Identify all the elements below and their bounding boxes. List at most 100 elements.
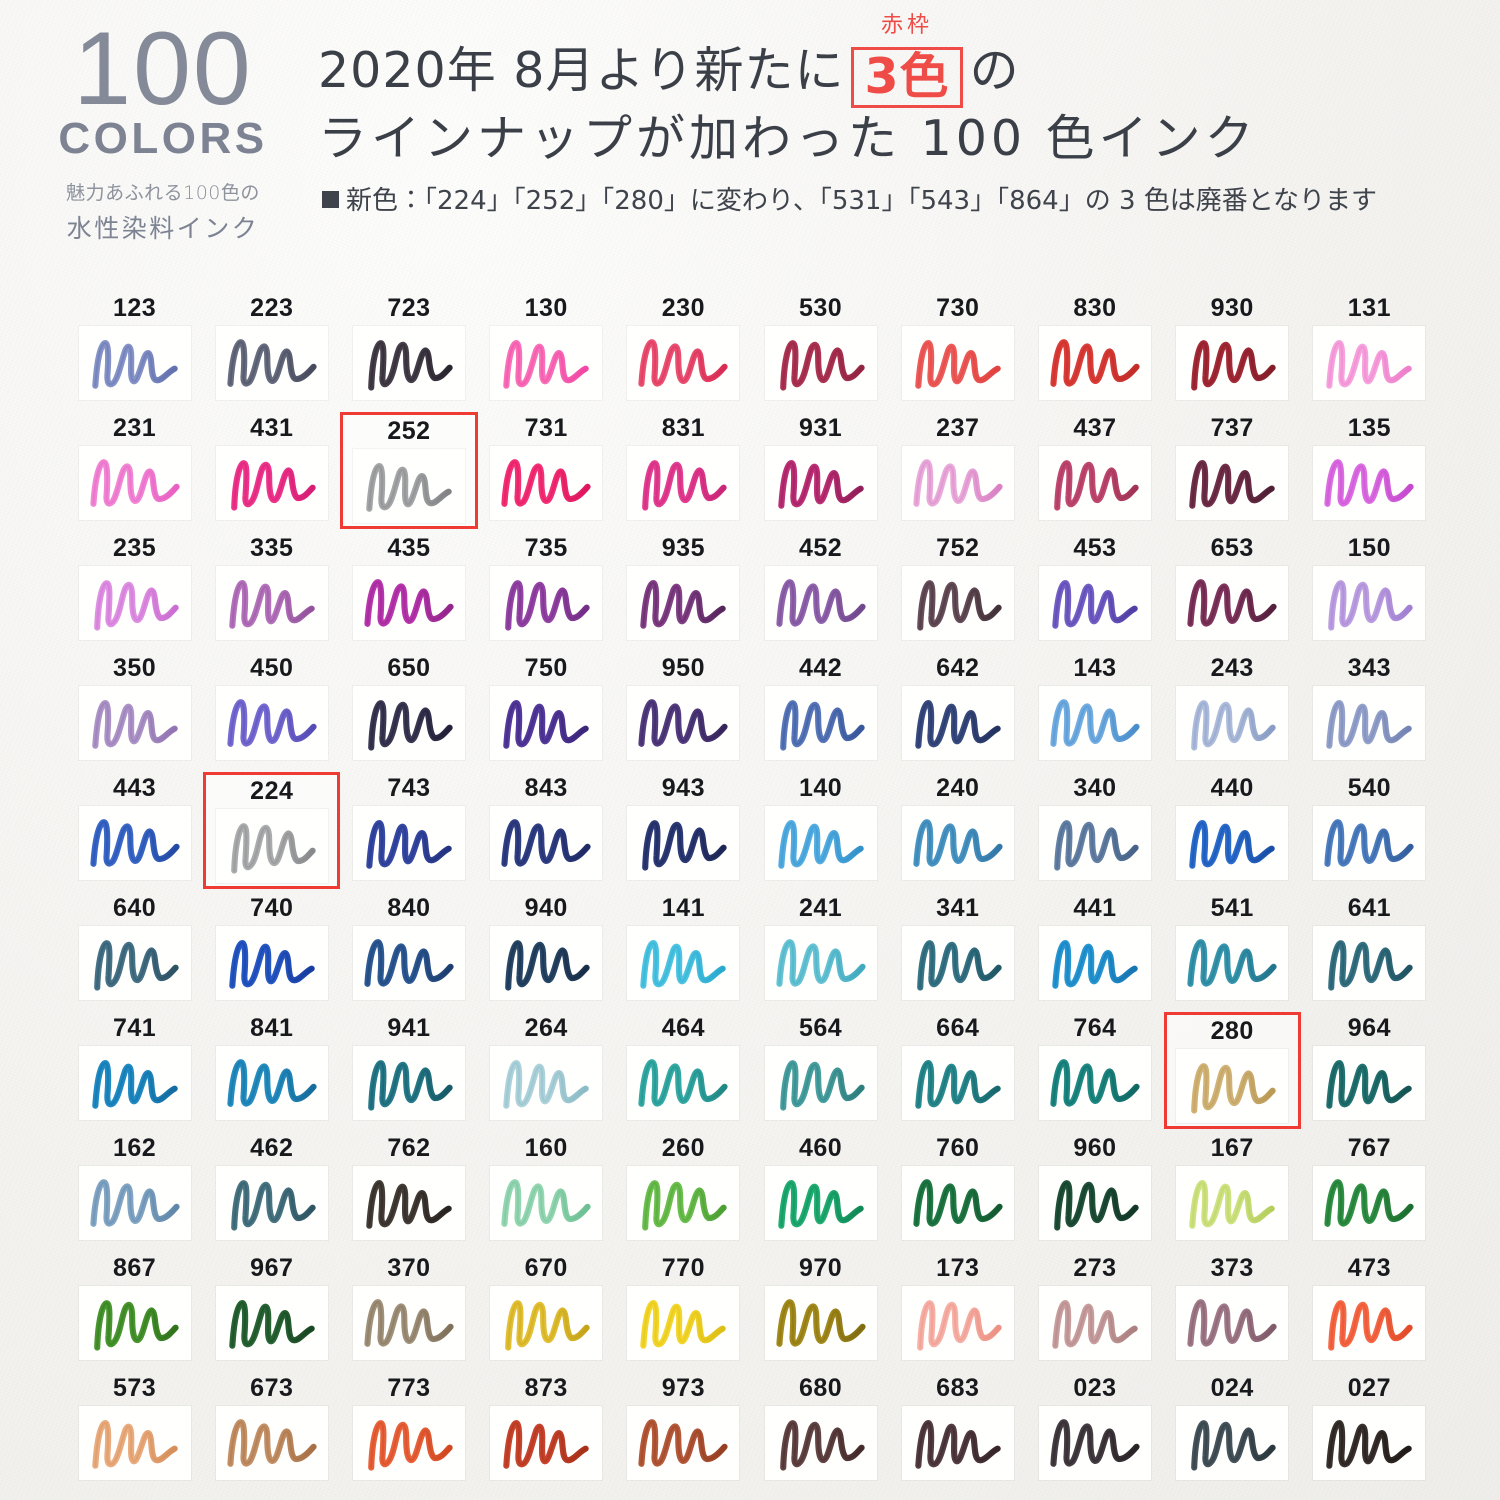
swatch-ink-sample bbox=[627, 446, 740, 520]
swatch-cell: 273 bbox=[1026, 1252, 1163, 1369]
swatch-cell: 940 bbox=[478, 892, 615, 1009]
brand-tagline-1: 魅力あふれる100色の bbox=[66, 181, 260, 204]
swatch-ink-sample bbox=[764, 566, 877, 640]
swatch-ink-sample bbox=[1038, 926, 1151, 1000]
swatch-cell: 743 bbox=[340, 772, 477, 889]
swatch-code-label: 970 bbox=[798, 1254, 843, 1282]
swatch-ink-sample bbox=[1176, 806, 1289, 880]
swatch-cell: 843 bbox=[478, 772, 615, 889]
swatch-code-label: 443 bbox=[112, 774, 157, 802]
swatch-ink-sample bbox=[901, 1166, 1014, 1240]
swatch-ink-sample bbox=[1038, 1286, 1151, 1360]
swatch-ink-sample bbox=[627, 326, 740, 400]
swatch-code-label: 931 bbox=[798, 414, 843, 442]
swatch-code-label: 241 bbox=[798, 894, 843, 922]
swatch-cell: 237 bbox=[889, 412, 1026, 529]
swatch-cell: 473 bbox=[1301, 1252, 1438, 1369]
swatch-code-label: 235 bbox=[112, 534, 157, 562]
swatch-cell: 841 bbox=[203, 1012, 340, 1129]
swatch-cell: 452 bbox=[752, 532, 889, 649]
swatch-code-label: 224 bbox=[250, 777, 294, 805]
swatch-cell: 770 bbox=[615, 1252, 752, 1369]
swatch-ink-sample bbox=[1313, 566, 1426, 640]
swatch-code-label: 935 bbox=[661, 534, 705, 562]
swatch-cell: 541 bbox=[1164, 892, 1301, 1009]
swatch-code-label: 664 bbox=[936, 1014, 980, 1042]
swatch-code-label: 680 bbox=[798, 1374, 843, 1402]
headline-text-after: の bbox=[969, 42, 1020, 99]
swatch-ink-sample bbox=[901, 1046, 1014, 1120]
swatch-cell: 341 bbox=[889, 892, 1026, 1009]
swatch-ink-sample bbox=[1313, 806, 1426, 880]
swatch-cell: 970 bbox=[752, 1252, 889, 1369]
swatch-ink-sample bbox=[78, 806, 191, 880]
swatch-cell: 653 bbox=[1164, 532, 1301, 649]
swatch-ink-sample bbox=[1038, 686, 1151, 760]
swatch-cell: 373 bbox=[1164, 1252, 1301, 1369]
swatch-code-label: 343 bbox=[1347, 654, 1391, 682]
swatch-code-label: 350 bbox=[112, 654, 157, 682]
swatch-code-label: 723 bbox=[387, 294, 431, 322]
swatch-code-label: 464 bbox=[661, 1014, 705, 1042]
swatch-code-label: 135 bbox=[1347, 414, 1391, 442]
swatch-ink-sample bbox=[78, 1406, 191, 1480]
swatch-ink-sample bbox=[215, 1046, 328, 1120]
swatch-code-label: 840 bbox=[387, 894, 431, 922]
swatch-ink-sample bbox=[1038, 1046, 1151, 1120]
swatch-ink-sample bbox=[1176, 1286, 1289, 1360]
swatch-cell: 564 bbox=[752, 1012, 889, 1129]
swatch-cell: 370 bbox=[340, 1252, 477, 1369]
swatch-code-label: 370 bbox=[387, 1254, 431, 1282]
swatch-ink-sample bbox=[352, 566, 465, 640]
swatch-cell: 673 bbox=[203, 1372, 340, 1489]
swatch-ink-sample bbox=[627, 686, 740, 760]
swatch-ink-sample bbox=[1176, 686, 1289, 760]
swatch-cell: 930 bbox=[1164, 292, 1301, 409]
swatch-code-label: 573 bbox=[112, 1374, 157, 1402]
swatch-cell: 752 bbox=[889, 532, 1026, 649]
swatch-ink-sample bbox=[901, 686, 1014, 760]
swatch-code-label: 530 bbox=[798, 294, 843, 322]
swatch-code-label: 841 bbox=[250, 1014, 294, 1042]
swatch-code-label: 743 bbox=[387, 774, 431, 802]
swatch-cell: 867 bbox=[66, 1252, 203, 1369]
swatch-ink-sample bbox=[1313, 926, 1426, 1000]
swatch-ink-sample bbox=[627, 806, 740, 880]
swatch-ink-sample bbox=[1313, 1406, 1426, 1480]
swatch-ink-sample bbox=[78, 566, 191, 640]
swatch-code-label: 273 bbox=[1073, 1254, 1117, 1282]
subnote-text: 新色：「224」「252」「280」に変わり、「531」「543」「864」の … bbox=[346, 186, 1378, 216]
swatch-ink-sample bbox=[627, 1046, 740, 1120]
swatch-cell: 740 bbox=[203, 892, 340, 1009]
swatch-ink-sample bbox=[764, 686, 877, 760]
swatch-code-label: 260 bbox=[661, 1134, 705, 1162]
swatch-ink-sample bbox=[352, 1286, 465, 1360]
swatch-cell: 767 bbox=[1301, 1132, 1438, 1249]
swatch-cell: 143 bbox=[1026, 652, 1163, 769]
swatch-cell: 830 bbox=[1026, 292, 1163, 409]
headline-block: 2020年 8月より新たに 赤枠 3色の ラインナップが加わった 100 色インク bbox=[318, 14, 1448, 171]
swatch-cell: 650 bbox=[340, 652, 477, 769]
swatch-cell: 135 bbox=[1301, 412, 1438, 529]
swatch-ink-sample bbox=[1038, 446, 1151, 520]
swatch-code-label: 670 bbox=[524, 1254, 568, 1282]
swatch-cell: 460 bbox=[752, 1132, 889, 1249]
swatch-code-label: 150 bbox=[1347, 534, 1391, 562]
swatch-code-label: 653 bbox=[1210, 534, 1254, 562]
swatch-ink-sample bbox=[1176, 446, 1289, 520]
swatch-ink-sample bbox=[764, 926, 877, 1000]
swatch-ink-sample bbox=[352, 1406, 465, 1480]
swatch-code-label: 641 bbox=[1347, 894, 1391, 922]
swatch-code-label: 441 bbox=[1073, 894, 1117, 922]
swatch-cell: 840 bbox=[340, 892, 477, 1009]
brand-word: COLORS bbox=[58, 113, 268, 163]
swatch-ink-sample bbox=[490, 926, 603, 1000]
swatch-ink-sample bbox=[1038, 326, 1151, 400]
swatch-ink-sample bbox=[352, 926, 465, 1000]
swatch-ink-sample bbox=[764, 446, 877, 520]
swatch-ink-sample bbox=[215, 686, 328, 760]
swatch-ink-sample bbox=[1313, 446, 1426, 520]
swatch-cell: 442 bbox=[752, 652, 889, 769]
swatch-ink-sample bbox=[215, 809, 328, 883]
